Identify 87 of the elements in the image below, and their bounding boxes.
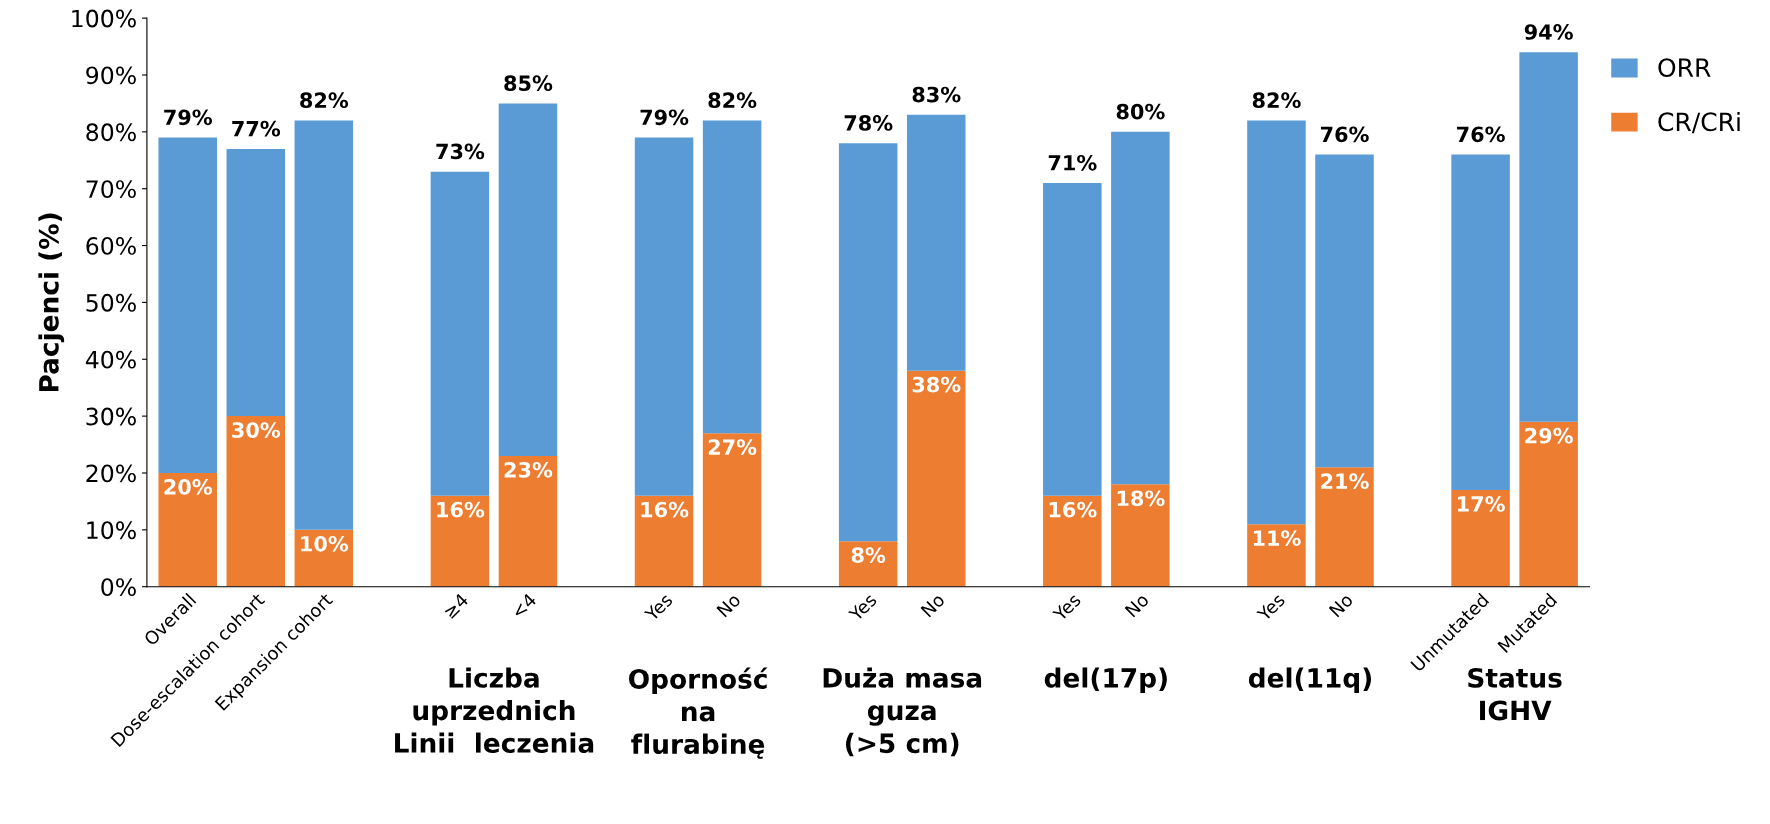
data-label: 30% xyxy=(232,422,281,438)
total-label: 79% xyxy=(640,109,689,126)
x-tick-label: Yes xyxy=(847,592,878,623)
bar xyxy=(906,114,966,371)
bar xyxy=(1111,484,1170,587)
x-tick-label: No xyxy=(920,592,946,618)
bar xyxy=(1451,490,1510,587)
total-label: 77% xyxy=(232,120,281,137)
bar xyxy=(430,495,490,587)
bar xyxy=(226,148,286,417)
bar xyxy=(1043,495,1102,587)
y-tick-label: 50% xyxy=(86,293,136,312)
total-label: 80% xyxy=(1116,103,1165,120)
legend-label: CR/CRi xyxy=(1658,111,1740,134)
total-label: 82% xyxy=(1252,92,1301,109)
bar xyxy=(498,103,558,456)
total-label: 78% xyxy=(844,115,893,131)
y-tick-label: 90% xyxy=(86,66,136,85)
bar xyxy=(634,495,694,587)
total-label: 76% xyxy=(1457,126,1505,143)
data-label: 29% xyxy=(1525,427,1573,444)
data-label: 20% xyxy=(164,479,213,495)
x-tick-label: <4 xyxy=(510,592,537,619)
bar xyxy=(226,416,286,587)
total-label: 82% xyxy=(708,92,757,109)
y-tick-label: 70% xyxy=(86,180,136,198)
total-label: 85% xyxy=(504,75,553,92)
data-label: 8% xyxy=(851,547,886,564)
total-label: 79% xyxy=(164,109,213,126)
x-tick-label: Yes xyxy=(643,592,674,623)
data-label: 16% xyxy=(437,501,485,518)
y-tick-label: 40% xyxy=(85,350,136,369)
y-tick-label: 80% xyxy=(86,123,136,142)
bar xyxy=(1111,131,1170,485)
bar xyxy=(906,370,966,587)
bar xyxy=(1247,120,1306,525)
text: Liczba uprzednich Linii leczenia xyxy=(395,667,594,753)
text: Duża masa guza (>5 cm) xyxy=(823,667,982,757)
x-tick-label: ≥4 xyxy=(442,592,469,619)
data-label: 21% xyxy=(1321,473,1369,490)
data-label: 16% xyxy=(641,501,689,518)
y-tick-label: 0% xyxy=(101,578,136,596)
x-tick-label: No xyxy=(716,592,742,618)
bar xyxy=(1519,421,1578,587)
bar xyxy=(158,472,217,587)
bar xyxy=(1247,524,1306,587)
bar xyxy=(1451,154,1510,491)
bar xyxy=(430,171,490,496)
data-label: 27% xyxy=(708,439,757,455)
data-label: 17% xyxy=(1458,496,1505,512)
data-label: 18% xyxy=(1117,490,1165,507)
total-label: 71% xyxy=(1048,154,1097,171)
x-tick-label: Yes xyxy=(1052,592,1082,623)
bar xyxy=(1315,467,1374,587)
y-axis-title: Pacjenci (%) xyxy=(38,213,65,392)
y-tick-label: 10% xyxy=(87,521,136,540)
y-tick-label: 20% xyxy=(86,464,136,483)
total-label: 94% xyxy=(1524,24,1573,40)
bar xyxy=(702,433,762,587)
data-label: 23% xyxy=(504,461,553,478)
data-label: 11% xyxy=(1253,530,1301,546)
y-tick-label: 100% xyxy=(72,9,136,28)
total-label: 82% xyxy=(300,92,349,109)
total-label: 76% xyxy=(1320,126,1369,143)
data-label: 10% xyxy=(301,535,349,552)
bar xyxy=(158,137,217,473)
text: del(17p) xyxy=(1044,667,1167,693)
bar xyxy=(838,143,898,542)
y-tick-label: 30% xyxy=(86,407,136,426)
bar xyxy=(702,120,762,434)
y-tick-label: 60% xyxy=(86,237,136,255)
bar xyxy=(498,455,558,587)
x-tick-label: Yes xyxy=(1256,592,1286,623)
x-tick-label: No xyxy=(1124,592,1150,618)
bar xyxy=(294,120,354,530)
bar xyxy=(1519,52,1578,422)
total-label: 83% xyxy=(912,86,961,103)
legend-label: ORR xyxy=(1658,58,1711,78)
text: del(11q) xyxy=(1248,667,1371,693)
total-label: 73% xyxy=(436,143,485,160)
data-label: 16% xyxy=(1049,501,1097,518)
data-label: 38% xyxy=(912,376,961,393)
bar xyxy=(634,137,694,496)
bar xyxy=(1043,183,1102,496)
bar xyxy=(1315,154,1374,468)
x-tick-label: No xyxy=(1328,592,1354,618)
text: Oporność na flurabinę xyxy=(629,667,768,759)
